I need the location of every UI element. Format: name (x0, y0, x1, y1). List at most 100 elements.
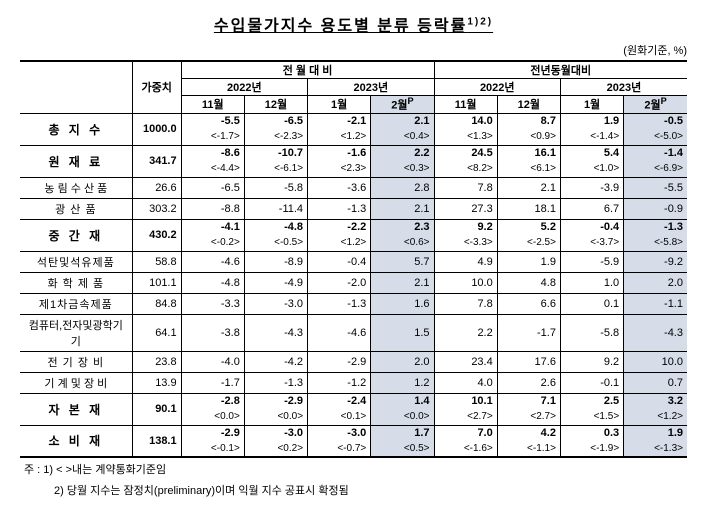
col-2023-yoy: 2023년 (560, 79, 687, 96)
col-m12: 12월 (244, 96, 307, 114)
row-weight: 84.8 (132, 293, 181, 314)
data-cell: -4.6 (181, 251, 244, 272)
table-row-sub: 컴퓨터,전자및광학기기64.1-3.8-4.3-4.61.52.2-1.7-5.… (20, 314, 687, 351)
data-cell: 8.7<0.9> (497, 113, 560, 145)
data-cell: -1.3<-5.8> (624, 219, 687, 251)
table-row-sub: 기 계 및 장 비13.9-1.7-1.3-1.21.24.02.6-0.10.… (20, 372, 687, 393)
row-weight: 64.1 (132, 314, 181, 351)
row-label: 원 재 료 (20, 145, 132, 177)
data-cell: 10.0 (434, 272, 497, 293)
data-cell: -0.9 (624, 198, 687, 219)
data-cell: -0.4<-3.7> (560, 219, 623, 251)
data-cell: -5.5 (624, 177, 687, 198)
data-cell: -2.9<-0.1> (181, 425, 244, 457)
data-cell: -5.5<-1.7> (181, 113, 244, 145)
data-cell: 2.8 (371, 177, 434, 198)
data-cell: -3.0 (244, 293, 307, 314)
data-cell: 5.4<1.0> (560, 145, 623, 177)
data-cell: 2.0 (624, 272, 687, 293)
data-cell: 7.8 (434, 293, 497, 314)
table-row-main: 자 본 재90.1-2.8<0.0>-2.9<0.0>-2.4<0.1>1.4<… (20, 393, 687, 425)
data-cell: -1.2 (308, 372, 371, 393)
data-cell: 2.2 (434, 314, 497, 351)
data-cell: 2.1 (371, 272, 434, 293)
data-cell: -1.7 (181, 372, 244, 393)
col-m1: 1월 (560, 96, 623, 114)
data-cell: -1.4<-6.9> (624, 145, 687, 177)
data-cell: -6.5 (181, 177, 244, 198)
data-cell: -1.3 (244, 372, 307, 393)
data-cell: 10.0 (624, 351, 687, 372)
row-weight: 23.8 (132, 351, 181, 372)
data-cell: 27.3 (434, 198, 497, 219)
row-label: 소 비 재 (20, 425, 132, 457)
data-cell: -3.3 (181, 293, 244, 314)
row-label: 화 학 제 품 (20, 272, 132, 293)
data-cell: 7.1<2.7> (497, 393, 560, 425)
table-row-sub: 농 림 수 산 품26.6-6.5-5.8-3.62.87.82.1-3.9-5… (20, 177, 687, 198)
data-cell: -8.6<-4.4> (181, 145, 244, 177)
data-cell: -2.8<0.0> (181, 393, 244, 425)
data-cell: 9.2 (560, 351, 623, 372)
data-cell: -5.8 (244, 177, 307, 198)
title-sup: 1)2) (467, 17, 493, 28)
row-label: 제1차금속제품 (20, 293, 132, 314)
data-cell: 4.2<-1.1> (497, 425, 560, 457)
data-cell: -11.4 (244, 198, 307, 219)
data-cell: -3.0<0.2> (244, 425, 307, 457)
data-cell: 6.6 (497, 293, 560, 314)
row-label: 총 지 수 (20, 113, 132, 145)
data-cell: 2.1 (371, 198, 434, 219)
data-cell: 4.9 (434, 251, 497, 272)
data-cell: -5.8 (560, 314, 623, 351)
row-label: 컴퓨터,전자및광학기기 (20, 314, 132, 351)
col-2022-mom: 2022년 (181, 79, 307, 96)
data-cell: -2.4<0.1> (308, 393, 371, 425)
footnote-2: 2) 당월 지수는 잠정치(preliminary)이며 익월 지수 공표시 확… (20, 483, 687, 500)
data-cell: 16.1<6.1> (497, 145, 560, 177)
data-cell: -2.0 (308, 272, 371, 293)
row-label: 자 본 재 (20, 393, 132, 425)
row-weight: 341.7 (132, 145, 181, 177)
data-cell: -9.2 (624, 251, 687, 272)
row-weight: 138.1 (132, 425, 181, 457)
row-label: 중 간 재 (20, 219, 132, 251)
data-cell: 7.0<-1.6> (434, 425, 497, 457)
data-cell: 1.7<0.5> (371, 425, 434, 457)
data-cell: 0.7 (624, 372, 687, 393)
data-cell: -5.9 (560, 251, 623, 272)
table-row-sub: 화 학 제 품101.1-4.8-4.9-2.02.110.04.81.02.0 (20, 272, 687, 293)
data-cell: 17.6 (497, 351, 560, 372)
col-2023-mom: 2023년 (308, 79, 434, 96)
data-cell: -0.5<-5.0> (624, 113, 687, 145)
data-cell: 6.7 (560, 198, 623, 219)
row-label: 석탄및석유제품 (20, 251, 132, 272)
table-row-sub: 제1차금속제품84.8-3.3-3.0-1.31.67.86.60.1-1.1 (20, 293, 687, 314)
row-weight: 430.2 (132, 219, 181, 251)
data-cell: 0.3<-1.9> (560, 425, 623, 457)
data-cell: 4.0 (434, 372, 497, 393)
data-cell: -2.9 (308, 351, 371, 372)
data-cell: 1.0 (560, 272, 623, 293)
data-cell: 23.4 (434, 351, 497, 372)
row-weight: 26.6 (132, 177, 181, 198)
col-yoy: 전년동월대비 (434, 61, 687, 79)
data-cell: 2.5<1.5> (560, 393, 623, 425)
data-cell: 14.0<1.3> (434, 113, 497, 145)
data-cell: -4.3 (244, 314, 307, 351)
data-cell: 7.8 (434, 177, 497, 198)
data-cell: 1.9<-1.3> (624, 425, 687, 457)
data-cell: -0.4 (308, 251, 371, 272)
col-weight: 가중치 (132, 61, 181, 113)
col-2022-yoy: 2022년 (434, 79, 560, 96)
data-cell: 2.1 (497, 177, 560, 198)
data-cell: -4.0 (181, 351, 244, 372)
row-weight: 13.9 (132, 372, 181, 393)
data-cell: -1.3 (308, 293, 371, 314)
data-cell: 1.5 (371, 314, 434, 351)
data-cell: -10.7<-6.1> (244, 145, 307, 177)
row-weight: 101.1 (132, 272, 181, 293)
data-cell: -8.8 (181, 198, 244, 219)
data-cell: 5.7 (371, 251, 434, 272)
data-cell: -1.6<2.3> (308, 145, 371, 177)
